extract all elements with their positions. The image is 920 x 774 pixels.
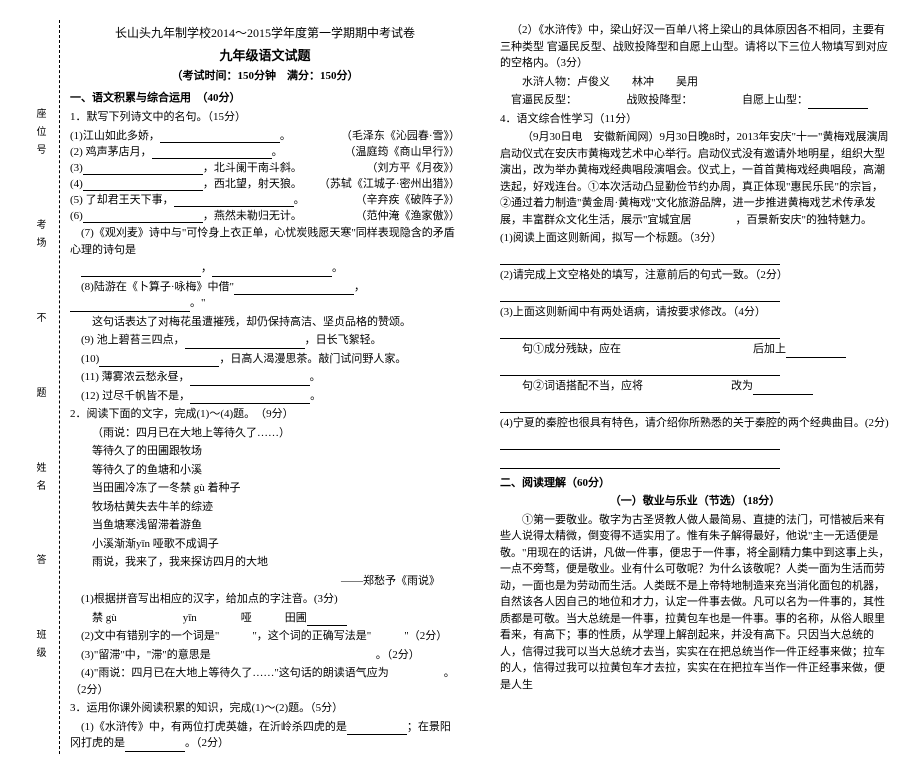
poem-line: 小溪渐渐yīn 哑歌不成调子 <box>70 536 460 553</box>
q4-sub3b: 句②词语搭配不当，应将 改为 <box>500 378 890 395</box>
poem-line: 等待久了的鱼塘和小溪 <box>70 462 460 479</box>
margin-label: 不 <box>32 312 47 330</box>
q1-item-9: (9) 池上碧苔三四点，，日长飞絮轻。 <box>70 332 460 349</box>
q4-sub2-blank <box>500 286 890 303</box>
margin-label: 答 <box>32 554 47 572</box>
q2-sub3: (3)"留滞"中，"滞"的意思是 。（2分） <box>70 647 460 664</box>
margin-label: 题 <box>32 387 47 405</box>
q2-sub2: (2)文中有错别字的一个词是" "，这个词的正确写法是" "（2分） <box>70 628 460 645</box>
q1-item-1: (1)江山如此多娇，。 （毛泽东《沁园春·雪》） <box>70 127 460 143</box>
q1-item-5: (5) 了却君王天下事，。 （辛弃疾《破阵子》） <box>70 191 460 207</box>
q1-title: 1．默写下列诗文中的名句。（15分） <box>70 109 460 126</box>
q4-sub1: (1)阅读上面这则新闻，拟写一个标题。（3分） <box>500 230 890 247</box>
poem-line: 等待久了的田圃跟牧场 <box>70 443 460 460</box>
margin-label: 姓名 <box>32 462 47 498</box>
article-title: （一）敬业与乐业（节选）（18分） <box>500 493 890 510</box>
q4-sub3b-blank <box>500 397 890 414</box>
q2-title: 2．阅读下面的文字，完成(1)～(4)题。 （9分） <box>70 406 460 423</box>
pages-container: 长山头九年制学校2014～2015学年度第一学期期中考试卷 九年级语文试题 （考… <box>60 20 900 754</box>
q2-sub1: (1)根据拼音写出相应的汉字，给加点的字注音。(3分) <box>70 591 460 608</box>
margin-label: 班级 <box>32 629 47 665</box>
q4-sub4-blank2 <box>500 452 890 469</box>
q4-title: 4．语文综合性学习（11分） <box>500 111 890 128</box>
q4-sub3-blank <box>500 323 890 340</box>
margin-label: 座位号 <box>32 108 47 162</box>
q4-sub3a-blank <box>500 360 890 377</box>
poem-line: 雨说，我来了，我来探访四月的大地 <box>70 554 460 571</box>
page-right: （2）《水浒传》中，梁山好汉一百单八将上梁山的具体原因各不相同，主要有三种类型 … <box>490 20 900 754</box>
poem-line: 当鱼塘寒浅留滞着游鱼 <box>70 517 460 534</box>
q2-sub4: (4)"雨说：四月已在大地上等待久了……"这句话的朗读语气应为 。（2分） <box>70 665 460 698</box>
q1-item-4: (4)，西北望，射天狼。 （苏轼《江城子·密州出猎》） <box>70 175 460 191</box>
binding-margin: 座位号 考场 不 题 姓名 答 班级 <box>20 20 60 754</box>
poem-line: （雨说：四月已在大地上等待久了……） <box>70 425 460 442</box>
q1-item-12: (12) 过尽千帆皆不是，。 <box>70 388 460 405</box>
poem-source: ——郑愁予《雨说》 <box>70 573 460 590</box>
q3-title: 3．运用你课外阅读积累的知识，完成(1)～(2)题。（5分） <box>70 700 460 717</box>
q1-item-10: (10)，日高人渴漫思茶。敲门试问野人家。 <box>70 351 460 368</box>
q1-item-8b: 这句话表达了对梅花虽遭摧残，却仍保持高洁、坚贞品格的赞颂。 <box>70 314 460 331</box>
page-left: 长山头九年制学校2014～2015学年度第一学期期中考试卷 九年级语文试题 （考… <box>60 20 470 754</box>
q1-item-3: (3)，北斗阑干南斗斜。 （刘方平《月夜》） <box>70 159 460 175</box>
q3-sub2-text: （2）《水浒传》中，梁山好汉一百单八将上梁山的具体原因各不相同，主要有三种类型 … <box>500 22 890 72</box>
q1-item-2: (2) 鸡声茅店月，。 （温庭筠《商山早行》） <box>70 143 460 159</box>
exam-title: 九年级语文试题 <box>70 46 460 66</box>
q1-item-7: (7)《观刈麦》诗中与"可怜身上衣正单，心忧炭贱愿天寒"同样表现隐含的矛盾心理的… <box>70 225 460 258</box>
poem-line: 牧场枯黄失去牛羊的综迹 <box>70 499 460 516</box>
q1-item-6: (6)，燕然未勒归无计。 （范仲淹《渔家傲》） <box>70 207 460 223</box>
article-para1: ①第一要敬业。敬字为古圣贤教人做人最简易、直捷的法门，可惜被后来有些人说得太精微… <box>500 512 890 694</box>
q2-sub1-line: 禁 gù yīn 哑 田圃 <box>70 610 460 627</box>
q4-sub1-blank <box>500 249 890 266</box>
q1-item-8a: (8)陆游在《卜算子·咏梅》中借"，。" <box>70 279 460 312</box>
q3-sub2-blanks: 官逼民反型： 战败投降型： 自愿上山型： <box>500 92 890 109</box>
q1-item-7-blank: ，。 <box>70 260 460 277</box>
q3-sub1: (1)《水浒传》中，有两位打虎英雄，在沂岭杀四虎的是；在景阳冈打虎的是。（2分） <box>70 719 460 752</box>
section2-title: 二、阅读理解（60分） <box>500 475 890 492</box>
q1-item-11: (11) 薄雾浓云愁永昼，。 <box>70 369 460 386</box>
q3-sub2-people: 水浒人物：卢俊义 林冲 吴用 <box>500 74 890 91</box>
poem-line: 当田圃冷冻了一冬禁 gù 着种子 <box>70 480 460 497</box>
q4-sub4: (4)宁夏的秦腔也很具有特色，请介绍你所熟悉的关于秦腔的两个经典曲目。(2分) <box>500 415 890 432</box>
q4-sub2: (2)请完成上文空格处的填写，注意前后的句式一致。（2分） <box>500 267 890 284</box>
q4-sub3a: 句①成分残缺，应在 后加上 <box>500 341 890 358</box>
q4-sub4-blank <box>500 434 890 451</box>
section1-title: 一、语文积累与综合运用 （40分） <box>70 90 460 107</box>
q4-sub3: (3)上面这则新闻中有两处语病，请按要求修改。（4分） <box>500 304 890 321</box>
q4-news: （9月30日电 安徽新闻网）9月30日晚8时，2013年安庆"十一"黄梅戏展演周… <box>500 129 890 228</box>
school-name: 长山头九年制学校2014～2015学年度第一学期期中考试卷 <box>70 24 460 42</box>
margin-label: 考场 <box>32 219 47 255</box>
exam-info: （考试时间：150分钟 满分：150分） <box>70 68 460 85</box>
